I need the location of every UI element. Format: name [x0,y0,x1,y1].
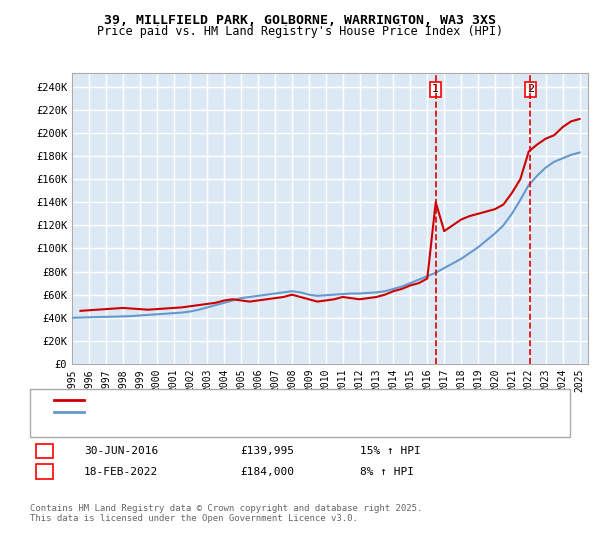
Text: 2: 2 [41,466,49,477]
Text: 39, MILLFIELD PARK, GOLBORNE, WARRINGTON, WA3 3XS: 39, MILLFIELD PARK, GOLBORNE, WARRINGTON… [104,14,496,27]
Text: 18-FEB-2022: 18-FEB-2022 [84,466,158,477]
Text: 39, MILLFIELD PARK, GOLBORNE, WARRINGTON, WA3 3XS (semi-detached house): 39, MILLFIELD PARK, GOLBORNE, WARRINGTON… [90,395,516,405]
Text: 2: 2 [527,85,534,95]
Text: HPI: Average price, semi-detached house, Wigan: HPI: Average price, semi-detached house,… [90,407,366,417]
Text: Contains HM Land Registry data © Crown copyright and database right 2025.
This d: Contains HM Land Registry data © Crown c… [30,504,422,524]
Text: £184,000: £184,000 [240,466,294,477]
Text: 1: 1 [41,446,49,456]
Text: 1: 1 [432,85,439,95]
Text: 8% ↑ HPI: 8% ↑ HPI [360,466,414,477]
Text: 30-JUN-2016: 30-JUN-2016 [84,446,158,456]
Text: Price paid vs. HM Land Registry's House Price Index (HPI): Price paid vs. HM Land Registry's House … [97,25,503,38]
Text: 15% ↑ HPI: 15% ↑ HPI [360,446,421,456]
Text: £139,995: £139,995 [240,446,294,456]
